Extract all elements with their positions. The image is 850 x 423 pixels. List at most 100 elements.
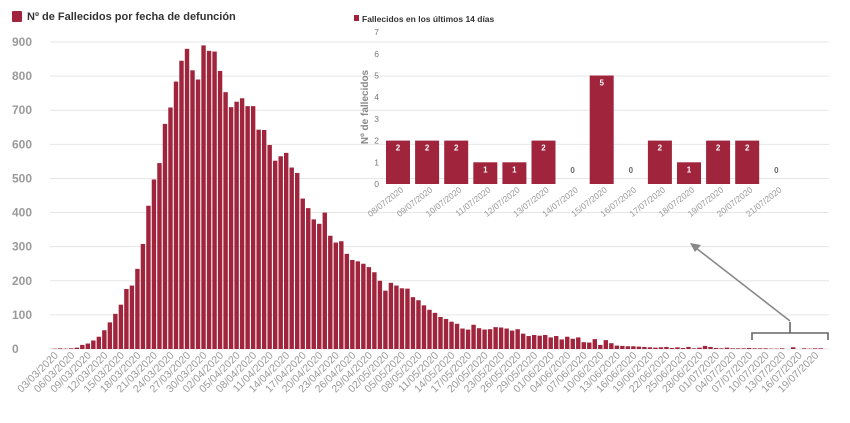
main-bar <box>675 347 680 349</box>
main-bar <box>300 198 305 349</box>
main-bar <box>168 107 173 349</box>
main-bar <box>790 347 796 349</box>
main-bar <box>493 327 498 349</box>
main-bar <box>410 297 416 349</box>
main-bar <box>201 45 206 350</box>
main-legend: Nº de Fallecidos por fecha de defunción <box>12 11 236 23</box>
main-bar <box>350 259 355 349</box>
main-bar <box>813 348 818 349</box>
main-bar <box>239 98 245 350</box>
inset-y-axis-ticks: 0 1 2 3 4 5 6 7 <box>374 27 379 189</box>
main-bar <box>620 345 625 349</box>
main-bar <box>173 81 179 350</box>
inset-y-tick-label: 4 <box>374 92 379 102</box>
main-bar <box>713 347 719 349</box>
main-bar <box>520 333 526 349</box>
main-bar <box>377 280 383 349</box>
inset-data-label: 0 <box>774 166 779 175</box>
main-bar <box>85 343 91 349</box>
main-bar <box>625 346 631 349</box>
inset-data-label: 2 <box>425 144 430 153</box>
inset-x-axis-ticks: 08/07/202009/07/202010/07/202011/07/2020… <box>366 185 784 219</box>
main-bar <box>581 342 586 349</box>
main-bar <box>344 253 350 349</box>
main-bar <box>664 346 669 349</box>
main-bar <box>432 312 438 349</box>
inset-data-label: 1 <box>512 165 517 174</box>
main-bar <box>118 304 124 349</box>
main-bar <box>234 101 239 349</box>
main-bar <box>576 337 581 349</box>
inset-bar <box>415 140 440 184</box>
inset-y-tick-label: 5 <box>374 71 379 81</box>
main-bar <box>570 338 575 349</box>
main-bar <box>129 285 135 349</box>
main-bar <box>631 346 636 349</box>
main-y-tick-label: 900 <box>12 35 32 49</box>
inset-data-label: 2 <box>716 144 721 153</box>
main-bar <box>74 347 80 349</box>
main-bar <box>69 348 74 349</box>
main-y-tick-label: 400 <box>12 206 32 220</box>
main-bar <box>416 300 421 349</box>
main-y-tick-label: 500 <box>12 171 32 185</box>
main-bar <box>96 336 102 349</box>
main-bar <box>184 48 190 349</box>
main-bar <box>272 160 278 349</box>
main-bar <box>179 60 184 350</box>
main-bar <box>465 329 471 349</box>
main-bar <box>487 329 493 349</box>
main-bar <box>405 288 410 349</box>
main-bar <box>471 324 476 349</box>
inset-bar <box>735 140 760 184</box>
inset-bar <box>677 162 701 184</box>
inset-data-label: 1 <box>483 165 488 174</box>
main-bar <box>438 316 443 349</box>
main-bar <box>91 340 96 349</box>
main-bar <box>592 339 598 349</box>
inset-link-arrow <box>695 247 791 322</box>
main-bar <box>394 285 399 349</box>
main-x-axis-ticks: 03/03/202006/03/202009/03/202012/03/2020… <box>15 350 821 396</box>
main-y-axis-ticks: 0 100 200 300 400 500 600 700 800 900 <box>12 35 32 356</box>
inset-y-tick-label: 2 <box>374 136 379 146</box>
main-bar <box>482 329 487 349</box>
main-bar <box>515 329 520 349</box>
main-bar <box>537 335 542 349</box>
inset-y-tick-label: 1 <box>374 157 379 167</box>
main-bar <box>421 305 427 349</box>
main-y-tick-label: 0 <box>12 342 19 356</box>
main-bar <box>228 107 234 349</box>
inset-data-label: 2 <box>396 144 401 153</box>
main-bar <box>642 346 647 349</box>
main-bar <box>724 347 730 349</box>
main-bars <box>52 45 823 350</box>
main-bar <box>283 152 289 349</box>
main-bar <box>554 336 559 349</box>
main-bar <box>603 340 609 349</box>
main-bar <box>58 348 63 349</box>
main-bar <box>151 179 157 349</box>
main-bar <box>779 348 785 349</box>
main-bar <box>256 129 261 349</box>
main-bar <box>746 347 752 349</box>
main-bar <box>339 241 344 349</box>
main-bar <box>322 212 327 349</box>
main-bar <box>587 342 592 349</box>
main-bar <box>102 330 107 349</box>
main-bar <box>80 344 85 349</box>
inset-y-tick-label: 7 <box>374 27 379 37</box>
main-bar <box>636 346 642 349</box>
main-bar <box>686 346 691 349</box>
main-bar <box>542 335 548 349</box>
inset-link-arrowhead <box>690 243 701 252</box>
main-bar <box>388 282 394 349</box>
inset-chart: Fallecidos en los últimos 14 días Nº de … <box>354 14 784 219</box>
inset-bar <box>647 140 672 184</box>
inset-y-tick-label: 3 <box>374 114 379 124</box>
main-y-tick-label: 200 <box>12 274 32 288</box>
inset-data-label: 2 <box>745 144 750 153</box>
main-y-tick-label: 100 <box>12 308 32 322</box>
main-bar <box>531 335 537 349</box>
inset-legend-label: Fallecidos en los últimos 14 días <box>362 14 495 24</box>
